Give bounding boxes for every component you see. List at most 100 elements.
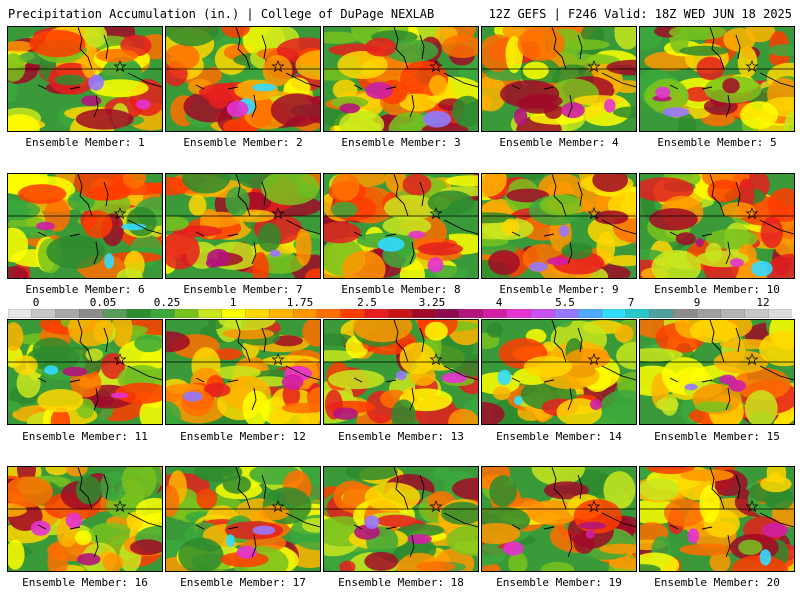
precipitation-field xyxy=(640,174,794,278)
ensemble-member-label: Ensemble Member: 16 xyxy=(22,576,148,589)
colorbar-swatch xyxy=(435,309,461,318)
model-run-info: 12Z GEFS | F246 Valid: 18Z WED JUN 18 20… xyxy=(488,7,792,21)
colorbar-tick-label: 3.25 xyxy=(418,296,446,309)
precipitation-field xyxy=(324,467,478,571)
colorbar-swatch xyxy=(649,309,674,318)
ensemble-member-label: Ensemble Member: 1 xyxy=(25,136,145,149)
colorbar-swatch xyxy=(744,309,769,318)
ensemble-member-map xyxy=(639,173,795,279)
ensemble-member-map xyxy=(481,319,637,425)
precipitation-field xyxy=(324,174,478,278)
ensemble-member-label: Ensemble Member: 6 xyxy=(25,283,145,296)
ensemble-member-map xyxy=(481,173,637,279)
colorbar-swatch xyxy=(126,309,152,318)
ensemble-member-map xyxy=(7,26,163,132)
precipitation-field xyxy=(166,320,320,424)
colorbar-swatch xyxy=(269,309,294,318)
ensemble-member-label: Ensemble Member: 18 xyxy=(338,576,464,589)
colorbar-tick-label: 12 xyxy=(756,296,770,309)
colorbar-tick-label: 1 xyxy=(229,296,237,309)
ensemble-member-label: Ensemble Member: 13 xyxy=(338,430,464,443)
ensemble-member-map xyxy=(639,466,795,572)
colorbar-swatch xyxy=(197,309,223,318)
colorbar-swatch xyxy=(601,309,627,318)
ensemble-member-label: Ensemble Member: 2 xyxy=(183,136,303,149)
ensemble-member-label: Ensemble Member: 11 xyxy=(22,430,148,443)
ensemble-member-map xyxy=(481,26,637,132)
precipitation-field xyxy=(8,174,162,278)
colorbar-swatch xyxy=(31,309,57,318)
colorbar-tick-label: 0 xyxy=(32,296,40,309)
colorbar-tick-label: 4 xyxy=(495,296,503,309)
precipitation-field xyxy=(8,27,162,131)
ensemble-member-label: Ensemble Member: 14 xyxy=(496,430,622,443)
precipitation-field xyxy=(166,174,320,278)
colorbar-swatch xyxy=(578,309,603,318)
colorbar-swatch xyxy=(673,309,698,318)
colorbar-swatch xyxy=(79,309,104,318)
colorbar-swatch xyxy=(720,309,746,318)
colorbar-swatch xyxy=(340,309,366,318)
precipitation-field xyxy=(482,320,636,424)
colorbar-swatch xyxy=(102,309,128,318)
ensemble-member-label: Ensemble Member: 19 xyxy=(496,576,622,589)
precipitation-field xyxy=(640,320,794,424)
ensemble-member-label: Ensemble Member: 17 xyxy=(180,576,306,589)
colorbar-swatch xyxy=(316,309,342,318)
colorbar-swatch xyxy=(245,309,270,318)
colorbar-tick-label: 2.5 xyxy=(357,296,377,309)
ensemble-member-map xyxy=(323,173,479,279)
ensemble-member-map xyxy=(7,173,163,279)
ensemble-member-label: Ensemble Member: 12 xyxy=(180,430,306,443)
ensemble-member-map xyxy=(481,466,637,572)
ensemble-member-label: Ensemble Member: 10 xyxy=(654,283,780,296)
colorbar-swatch xyxy=(292,309,318,318)
precipitation-field xyxy=(166,27,320,131)
colorbar-swatch xyxy=(696,309,722,318)
ensemble-member-label: Ensemble Member: 15 xyxy=(654,430,780,443)
colorbar-tick-label: 7 xyxy=(627,296,635,309)
ensemble-member-label: Ensemble Member: 9 xyxy=(499,283,619,296)
colorbar-swatch xyxy=(150,309,175,318)
precipitation-field xyxy=(166,467,320,571)
colorbar-swatch xyxy=(221,309,247,318)
colorbar-swatch xyxy=(459,309,484,318)
colorbar-swatch xyxy=(364,309,389,318)
ensemble-member-map xyxy=(165,319,321,425)
ensemble-member-map xyxy=(323,26,479,132)
precipitation-field xyxy=(8,320,162,424)
colorbar-tick-label: 0.05 xyxy=(89,296,117,309)
colorbar-tick-labels: 0 0.05 0.25 1 1.75 2.5 3.25 4 5.5 7 9 12 xyxy=(0,296,800,309)
colorbar-swatch xyxy=(411,309,437,318)
ensemble-member-map xyxy=(639,26,795,132)
colorbar-swatch xyxy=(625,309,651,318)
ensemble-member-map xyxy=(639,319,795,425)
ensemble-member-label: Ensemble Member: 20 xyxy=(654,576,780,589)
ensemble-member-label: Ensemble Member: 4 xyxy=(499,136,619,149)
colorbar-swatch xyxy=(506,309,532,318)
ensemble-member-map xyxy=(7,466,163,572)
precipitation-field xyxy=(640,467,794,571)
colorbar-swatch xyxy=(8,309,33,318)
precipitation-colorbar xyxy=(8,309,792,318)
colorbar-tick-label: 5.5 xyxy=(555,296,575,309)
precipitation-field xyxy=(482,467,636,571)
colorbar-swatch xyxy=(55,309,80,318)
precipitation-field xyxy=(324,320,478,424)
ensemble-member-map xyxy=(323,466,479,572)
map-title: Precipitation Accumulation (in.) | Colle… xyxy=(8,7,435,21)
ensemble-member-label: Ensemble Member: 5 xyxy=(657,136,777,149)
precipitation-field xyxy=(482,174,636,278)
ensemble-member-map xyxy=(165,26,321,132)
colorbar-tick-label: 0.25 xyxy=(153,296,181,309)
ensemble-member-label: Ensemble Member: 3 xyxy=(341,136,461,149)
precipitation-field xyxy=(640,27,794,131)
colorbar-tick-label: 9 xyxy=(693,296,701,309)
colorbar-swatch xyxy=(554,309,579,318)
colorbar-swatch xyxy=(482,309,508,318)
ensemble-member-map xyxy=(7,319,163,425)
precipitation-field xyxy=(324,27,478,131)
precipitation-field xyxy=(8,467,162,571)
colorbar-swatch xyxy=(768,309,792,318)
ensemble-member-map xyxy=(323,319,479,425)
